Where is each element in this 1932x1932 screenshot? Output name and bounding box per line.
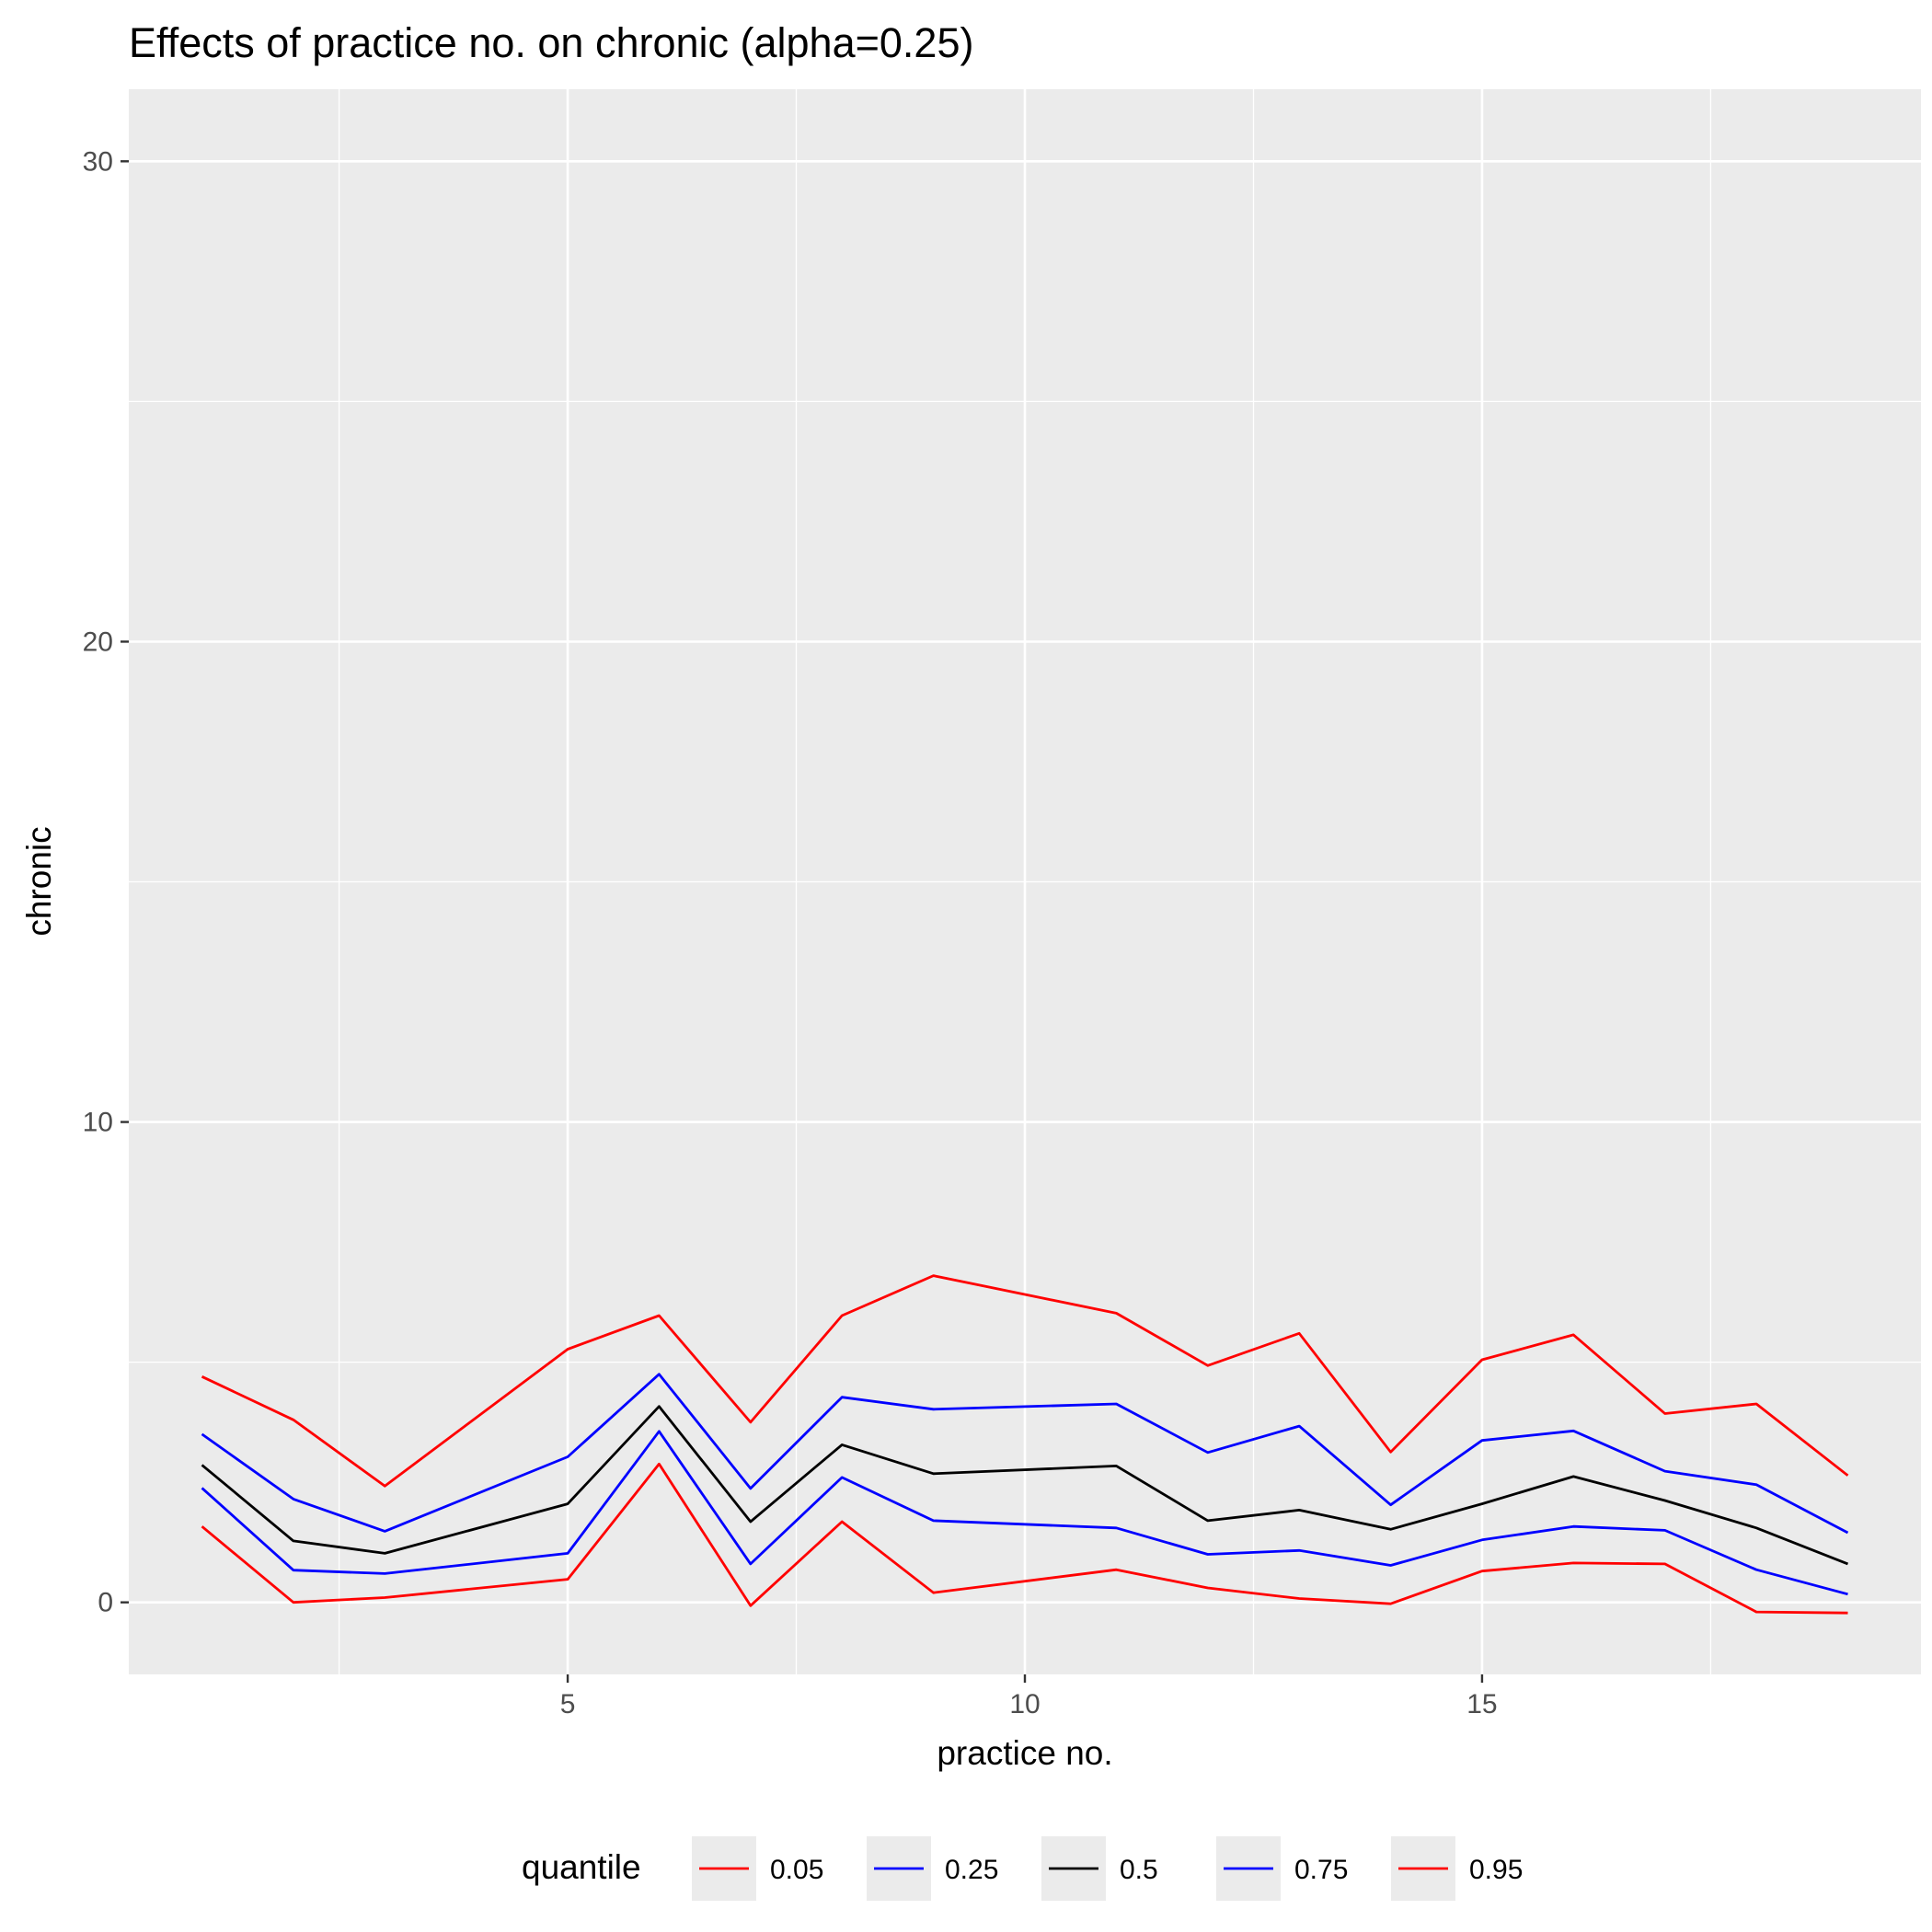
legend-title: quantile bbox=[522, 1848, 641, 1886]
series-line-0.05 bbox=[201, 1462, 1848, 1615]
y-axis: 0 10 20 30 bbox=[83, 146, 129, 1618]
legend-label: 0.05 bbox=[770, 1855, 823, 1885]
x-tick-label: 15 bbox=[1466, 1689, 1497, 1719]
chart-title: Effects of practice no. on chronic (alph… bbox=[129, 19, 973, 66]
legend-label: 0.25 bbox=[945, 1855, 998, 1885]
x-axis-title: practice no. bbox=[937, 1734, 1112, 1772]
major-gridlines bbox=[129, 89, 1921, 1674]
series-line-0.95 bbox=[201, 1274, 1849, 1488]
series-line-0.75 bbox=[201, 1373, 1849, 1535]
legend-label: 0.95 bbox=[1469, 1855, 1523, 1885]
y-tick-label: 30 bbox=[83, 146, 113, 177]
x-tick-label: 10 bbox=[1009, 1689, 1040, 1719]
legend-label: 0.75 bbox=[1294, 1855, 1348, 1885]
legend: quantile 0.05 0.25 0.5 0.75 0.95 bbox=[522, 1836, 1523, 1901]
series-line-0.25 bbox=[201, 1430, 1848, 1596]
y-axis-title: chronic bbox=[20, 826, 58, 936]
series-lines bbox=[201, 1274, 1849, 1615]
y-tick-label: 20 bbox=[83, 627, 113, 657]
y-tick-label: 0 bbox=[98, 1588, 113, 1618]
series-line-0.5 bbox=[201, 1405, 1849, 1566]
x-axis: 5 10 15 bbox=[560, 1674, 1498, 1719]
x-tick-label: 5 bbox=[560, 1689, 576, 1719]
y-tick-label: 10 bbox=[83, 1108, 113, 1138]
legend-label: 0.5 bbox=[1120, 1855, 1158, 1885]
